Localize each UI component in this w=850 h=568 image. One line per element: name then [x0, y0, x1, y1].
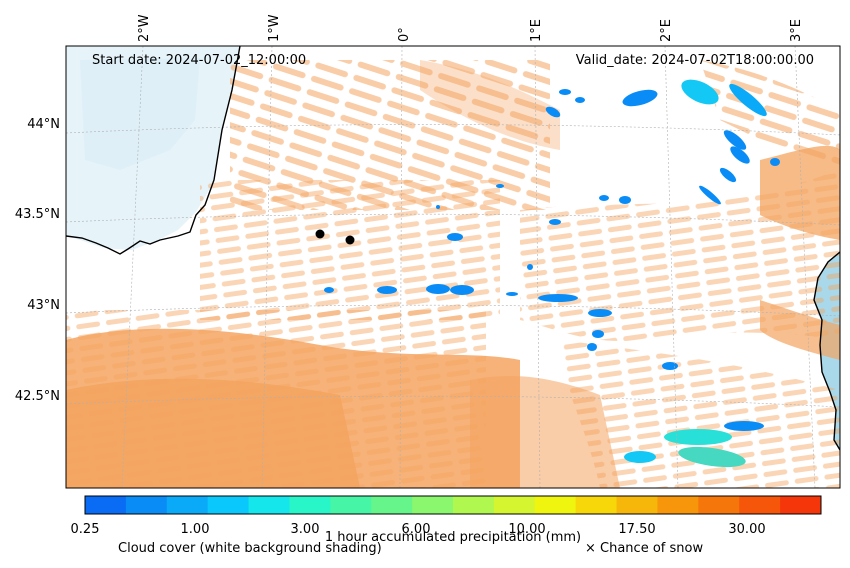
colorbar-segment — [698, 496, 740, 514]
precipitation-colorbar — [84, 495, 822, 515]
colorbar-segment — [575, 496, 618, 514]
map-area — [66, 46, 840, 488]
lon-label: 1°E — [529, 19, 544, 42]
lon-label: 3°E — [789, 19, 804, 42]
colorbar-border — [84, 495, 822, 515]
lon-label: 0° — [397, 27, 412, 42]
colorbar-tick-label: 3.00 — [291, 522, 320, 537]
colorbar-segment — [657, 496, 699, 514]
colorbar-segment — [125, 496, 168, 514]
lat-label: 42.5°N — [15, 389, 60, 404]
colorbar-segment — [85, 496, 127, 514]
colorbar-segment — [493, 496, 536, 514]
map-frame — [65, 45, 841, 489]
colorbar-tick-label: 30.00 — [728, 522, 765, 537]
colorbar-segment — [453, 496, 495, 514]
city-marker — [345, 235, 355, 245]
precipitation-cells — [324, 79, 780, 468]
start-date-label: Start date: 2024-07-02_12:00:00 — [92, 53, 306, 68]
colorbar-tick-label: 1.00 — [181, 522, 210, 537]
lon-label: 2°E — [659, 19, 674, 42]
colorbar-tick-label: 6.00 — [402, 522, 431, 537]
colorbar-tick-label: 17.50 — [618, 522, 655, 537]
colorbar-segment — [166, 496, 209, 514]
colorbar-segment — [371, 496, 413, 514]
gridlines — [66, 46, 840, 488]
cloud-cover-legend: Cloud cover (white background shading) — [118, 541, 382, 556]
colorbar-segment — [330, 496, 372, 514]
lat-label: 44°N — [27, 117, 60, 132]
longitude-labels: 2°W 1°W 0° 1°E 2°E 3°E — [137, 14, 804, 42]
cloud-cover-shading — [66, 60, 840, 488]
valid-date-label: Valid_date: 2024-07-02T18:00:00.00 — [576, 53, 814, 68]
colorbar-segment — [534, 496, 577, 514]
colorbar-segment — [616, 496, 658, 514]
lat-label: 43.5°N — [15, 207, 60, 222]
colorbar-segment — [248, 496, 290, 514]
city-marker — [315, 229, 325, 239]
colorbar-tick-label: 0.25 — [71, 522, 100, 537]
colorbar-segment — [780, 496, 822, 514]
colorbar-tick-label: 10.00 — [508, 522, 545, 537]
colorbar-segment — [289, 496, 331, 514]
lon-label: 2°W — [137, 14, 152, 42]
lat-label: 43°N — [27, 298, 60, 313]
colorbar-segment — [207, 496, 250, 514]
lon-label: 1°W — [267, 14, 282, 42]
coastline — [66, 46, 840, 451]
latitude-labels: 44°N 43.5°N 43°N 42.5°N — [15, 117, 60, 404]
snow-legend: × Chance of snow — [585, 541, 703, 556]
colorbar-segment — [412, 496, 454, 514]
colorbar-segment — [739, 496, 781, 514]
colorbar-ticks: 0.25 1.00 3.00 6.00 10.00 17.50 30.00 — [71, 522, 766, 537]
colorbar-title: 1 hour accumulated precipitation (mm) — [325, 530, 581, 545]
